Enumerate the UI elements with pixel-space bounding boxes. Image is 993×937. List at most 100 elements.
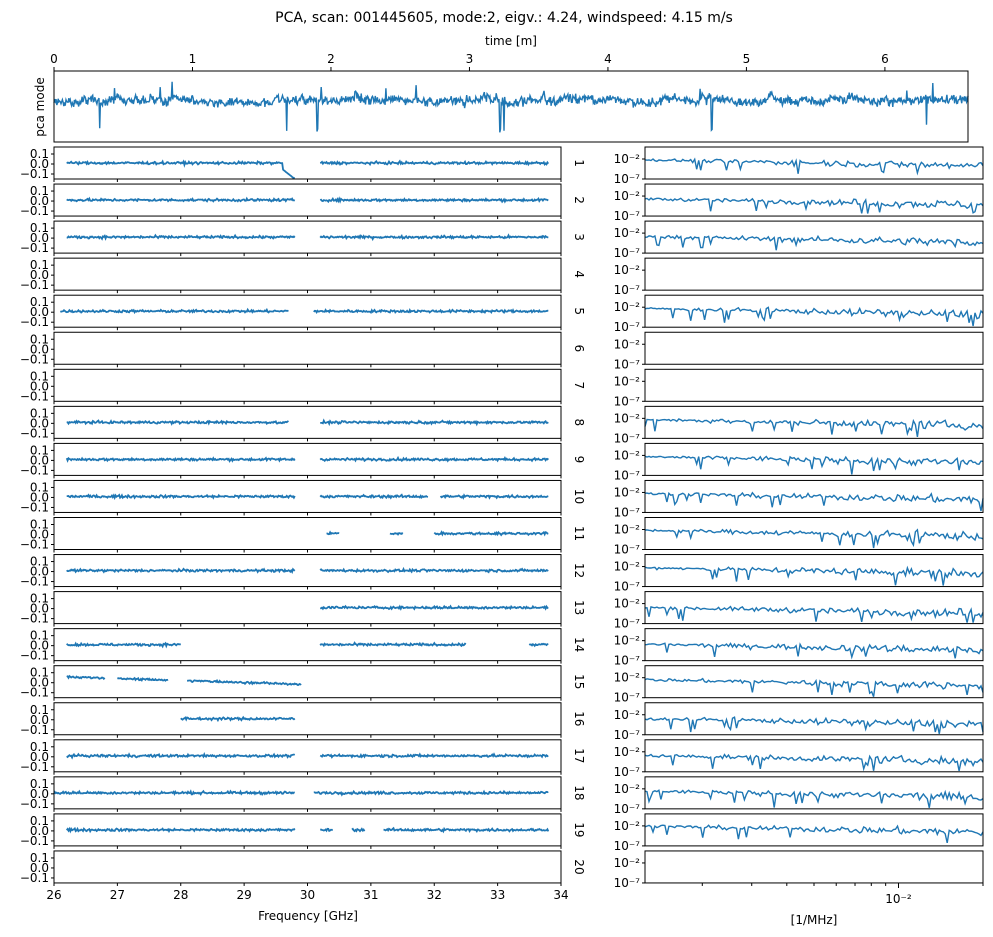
spectrum-ytick-label: 0.0	[30, 268, 49, 282]
spectrum-panel-label: 9	[572, 456, 586, 464]
spectrum-ytick-label: 0.1	[30, 851, 49, 865]
power-spectrum-ytick-label: 10⁻²	[614, 819, 641, 833]
spectrum-ytick-label: 0.1	[30, 221, 49, 235]
spectrum-frame	[53, 702, 562, 736]
spectrum-frame	[53, 331, 562, 365]
spectrum-panel-13: 0.10.0−0.1 13	[20, 591, 586, 627]
spectrum-ytick-label: 0.0	[30, 157, 49, 171]
power-spectrum-xtick-label: 10⁻²	[885, 892, 912, 906]
spectrum-ytick-label: 0.0	[30, 453, 49, 467]
power-spectrum-ytick-label: 10⁻²	[614, 263, 641, 277]
power-spectrum-trace	[644, 565, 984, 586]
power-spectrum-frame	[644, 405, 984, 439]
spectrum-ytick-label: 0.0	[30, 565, 49, 579]
power-spectrum-ytick-label: 10⁻²	[614, 708, 641, 722]
spectrum-ytick-label: 0.0	[30, 750, 49, 764]
timeseries-xlabel: time [m]	[485, 34, 537, 48]
spectrum-ytick-label: 0.1	[30, 443, 49, 457]
power-spectrum-ytick-label: 10⁻⁷	[614, 209, 641, 223]
spectrum-trace	[313, 789, 549, 797]
spectrum-panel-10: 0.10.0−0.1 10	[20, 479, 586, 516]
spectrum-trace	[66, 493, 296, 501]
spectrum-panel-5: 0.10.0−0.1 5	[20, 294, 586, 331]
power-spectrum-frame	[644, 183, 984, 217]
power-spectrum-ytick-label: 10⁻⁷	[614, 728, 641, 742]
power-spectrum-trace	[644, 306, 984, 327]
power-spectrum-panel-11: 10⁻² 10⁻⁷	[614, 517, 984, 557]
spectrum-trace	[383, 826, 550, 834]
power-spectrum-trace	[645, 234, 984, 251]
spectrum-trace	[53, 789, 295, 797]
spectrum-panel-18: 0.10.0−0.1 18	[20, 776, 586, 812]
spectrum-panel-8: 0.10.0−0.1 8	[20, 405, 586, 442]
spectrum-ytick-label: −0.1	[20, 834, 49, 848]
spectrum-panel-label: 18	[572, 785, 586, 800]
spectrum-trace	[66, 159, 295, 179]
spectrum-trace	[319, 159, 550, 167]
spectra-xlabel: Frequency [GHz]	[258, 909, 358, 923]
spectrum-ytick-label: −0.1	[20, 463, 49, 477]
power-spectrum-panel-9: 10⁻² 10⁻⁷	[614, 442, 984, 482]
spectrum-xtick-label: 32	[427, 888, 442, 902]
spectrum-trace	[180, 715, 296, 723]
power-spectrum-trace	[644, 197, 984, 214]
spectrum-ytick-label: −0.1	[20, 204, 49, 218]
spectrum-trace	[66, 233, 296, 241]
spectrum-ytick-label: −0.1	[20, 760, 49, 774]
power-spectrum-frame	[644, 813, 984, 847]
power-spectrum-ytick-label: 10⁻⁷	[614, 617, 641, 631]
spectrum-panel-label: 10	[572, 489, 586, 504]
spectrum-ytick-label: −0.1	[20, 352, 49, 366]
power-spectrum-ytick-label: 10⁻²	[614, 411, 641, 425]
spectrum-ytick-label: 0.1	[30, 147, 49, 161]
power-spectrum-frame	[644, 517, 984, 550]
spectrum-xtick-label: 26	[46, 888, 61, 902]
spectrum-panel-17: 0.10.0−0.1 17	[20, 739, 586, 775]
power-spectrum-panel-15: 10⁻² 10⁻⁷	[614, 665, 984, 705]
power-spectrum-trace	[644, 716, 984, 734]
spectrum-trace	[59, 307, 289, 315]
spectrum-ytick-label: −0.1	[20, 575, 49, 589]
spectrum-trace	[319, 493, 429, 500]
power-spectrum-ytick-label: 10⁻⁷	[614, 691, 641, 705]
power-spectrum-trace	[644, 157, 984, 176]
spectrum-panel-1: 0.10.0−0.1 1	[20, 146, 586, 182]
power-spectrum-trace	[644, 605, 984, 623]
timeseries-trace	[53, 81, 969, 133]
power-spectrum-panel-7: 10⁻² 10⁻⁷	[614, 368, 984, 408]
spectrum-ytick-label: 0.1	[30, 777, 49, 791]
spectrum-panel-16: 0.10.0−0.1 16	[20, 702, 586, 738]
spectrum-ytick-label: −0.1	[20, 686, 49, 700]
spectrum-trace	[66, 641, 181, 649]
spectrum-trace	[319, 566, 549, 574]
spectrum-ytick-label: 0.0	[30, 676, 49, 690]
spectrum-ytick-label: −0.1	[20, 649, 49, 663]
power-spectrum-ytick-label: 10⁻⁷	[614, 839, 641, 853]
spectrum-ytick-label: 0.1	[30, 592, 49, 606]
spectrum-ytick-label: −0.1	[20, 389, 49, 403]
spectrum-ytick-label: −0.1	[20, 538, 49, 552]
power-spectrum-ytick-label: 10⁻⁷	[614, 246, 641, 260]
spectrum-panel-19: 0.10.0−0.1 19	[20, 813, 586, 849]
spectrum-panel-label: 7	[572, 381, 586, 389]
power-spectrum-ytick-label: 10⁻⁷	[614, 543, 641, 557]
spectrum-ytick-label: 0.1	[30, 666, 49, 680]
power-spectrum-ytick-label: 10⁻²	[614, 300, 641, 314]
power-spectrum-ytick-label: 10⁻²	[614, 745, 641, 759]
spectrum-ytick-label: −0.1	[20, 426, 49, 440]
spectrum-ytick-label: −0.1	[20, 278, 49, 292]
spectrum-ytick-label: −0.1	[20, 612, 49, 626]
power-spectrum-trace	[644, 528, 984, 549]
power-spectrum-panel-3: 10⁻² 10⁻⁷	[614, 220, 984, 260]
power-spectrum-panel-19: 10⁻² 10⁻⁷	[614, 813, 984, 853]
power-spectrum-panel-5: 10⁻² 10⁻⁷	[614, 294, 984, 334]
power-spectrum-frame	[644, 331, 984, 365]
spectrum-panel-label: 17	[572, 748, 586, 763]
spectrum-ytick-label: 0.1	[30, 703, 49, 717]
spectrum-panel-label: 15	[572, 674, 586, 689]
power-spectrum-ytick-label: 10⁻²	[614, 597, 641, 611]
power-spectrum-frame	[644, 479, 984, 513]
power-spectrum-panel-1: 10⁻² 10⁻⁷	[614, 146, 984, 186]
spectrum-trace	[389, 532, 404, 536]
power-spectrum-frame	[644, 776, 984, 810]
